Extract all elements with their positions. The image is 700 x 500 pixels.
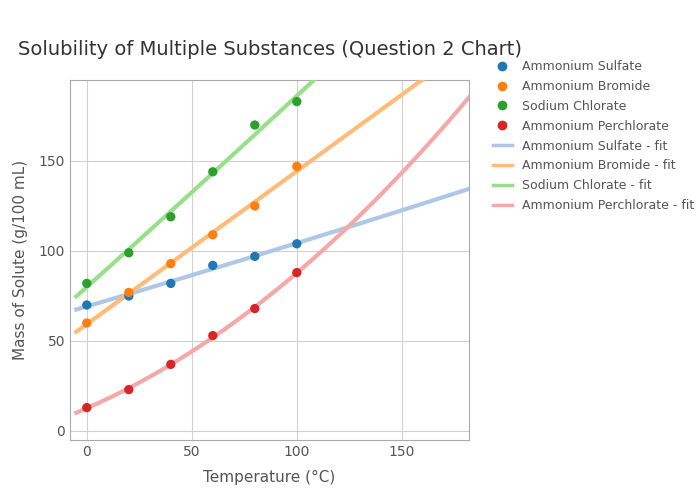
Point [207, 168, 218, 176]
Point [165, 280, 176, 287]
Point [123, 249, 134, 257]
Point [123, 292, 134, 300]
Point [81, 280, 92, 287]
Point [165, 360, 176, 368]
Point [249, 304, 260, 312]
Point [291, 268, 302, 276]
Point [291, 162, 302, 170]
Y-axis label: Mass of Solute (g/100 mL): Mass of Solute (g/100 mL) [13, 160, 28, 360]
Legend: Ammonium Sulfate, Ammonium Bromide, Sodium Chlorate, Ammonium Perchlorate, Ammon: Ammonium Sulfate, Ammonium Bromide, Sodi… [489, 56, 698, 216]
Point [123, 386, 134, 394]
Point [81, 319, 92, 327]
Point [291, 98, 302, 106]
Point [291, 240, 302, 248]
Point [81, 301, 92, 309]
X-axis label: Temperature (°C): Temperature (°C) [204, 470, 335, 485]
Title: Solubility of Multiple Substances (Question 2 Chart): Solubility of Multiple Substances (Quest… [18, 40, 522, 59]
Point [207, 262, 218, 270]
Point [207, 332, 218, 340]
Point [165, 213, 176, 221]
Point [207, 231, 218, 239]
Point [81, 404, 92, 411]
Point [249, 202, 260, 210]
Point [165, 260, 176, 268]
Point [249, 252, 260, 260]
Point [123, 288, 134, 296]
Point [249, 121, 260, 129]
